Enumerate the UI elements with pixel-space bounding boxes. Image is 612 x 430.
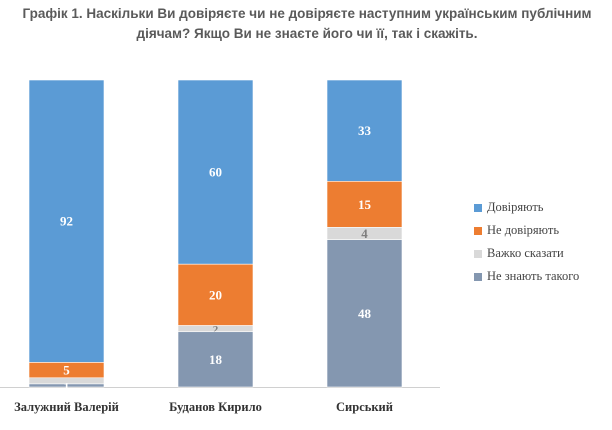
legend-label-trust: Довіряють (487, 200, 544, 214)
legend-item-trust: Довіряють (474, 196, 579, 219)
chart-legend: Довіряють Не довіряють Важко сказати Не … (474, 196, 579, 288)
data-label: 1 (64, 381, 70, 393)
legend-swatch-trust (474, 203, 482, 212)
legend-label-dont-know: Не знають такого (487, 269, 580, 283)
legend-label-hard-to-say: Важко сказати (487, 246, 564, 260)
legend-swatch-distrust (474, 226, 482, 235)
chart-title-line-1: Графік 1. Наскільки Ви довіряєте чи не д… (22, 6, 592, 21)
bar-segment (177, 263, 254, 326)
bar-segment (28, 79, 105, 363)
data-label: 2 (213, 324, 219, 336)
legend-swatch-dont-know (474, 272, 482, 281)
data-label: 15 (358, 197, 372, 212)
category-label: Сирський (336, 400, 393, 414)
legend-item-hard-to-say: Важко сказати (474, 242, 579, 265)
data-label: 48 (358, 306, 372, 321)
data-label: 4 (361, 226, 368, 241)
data-label: 5 (63, 363, 70, 378)
data-label: 18 (209, 352, 223, 367)
data-label: 60 (209, 165, 222, 180)
category-label: Залужний Валерій (14, 400, 119, 414)
chart-title-line-2: діячам? Якщо Ви не знаєте його чи її, та… (136, 26, 478, 41)
bar-segment (177, 79, 254, 265)
data-label: 20 (209, 287, 222, 302)
bar-segment (326, 239, 403, 388)
category-label: Буданов Кирило (169, 400, 262, 414)
legend-item-distrust: Не довіряють (474, 219, 579, 242)
chart-title: Графік 1. Наскільки Ви довіряєте чи не д… (10, 4, 604, 44)
bar-segment (177, 331, 254, 388)
bar-segment (28, 383, 105, 388)
legend-swatch-hard-to-say (474, 249, 482, 258)
bar-segment (326, 181, 403, 228)
legend-label-distrust: Не довіряють (487, 223, 560, 237)
data-label: 33 (358, 123, 372, 138)
legend-item-dont-know: Не знають такого (474, 265, 579, 288)
data-label: 92 (60, 214, 73, 229)
